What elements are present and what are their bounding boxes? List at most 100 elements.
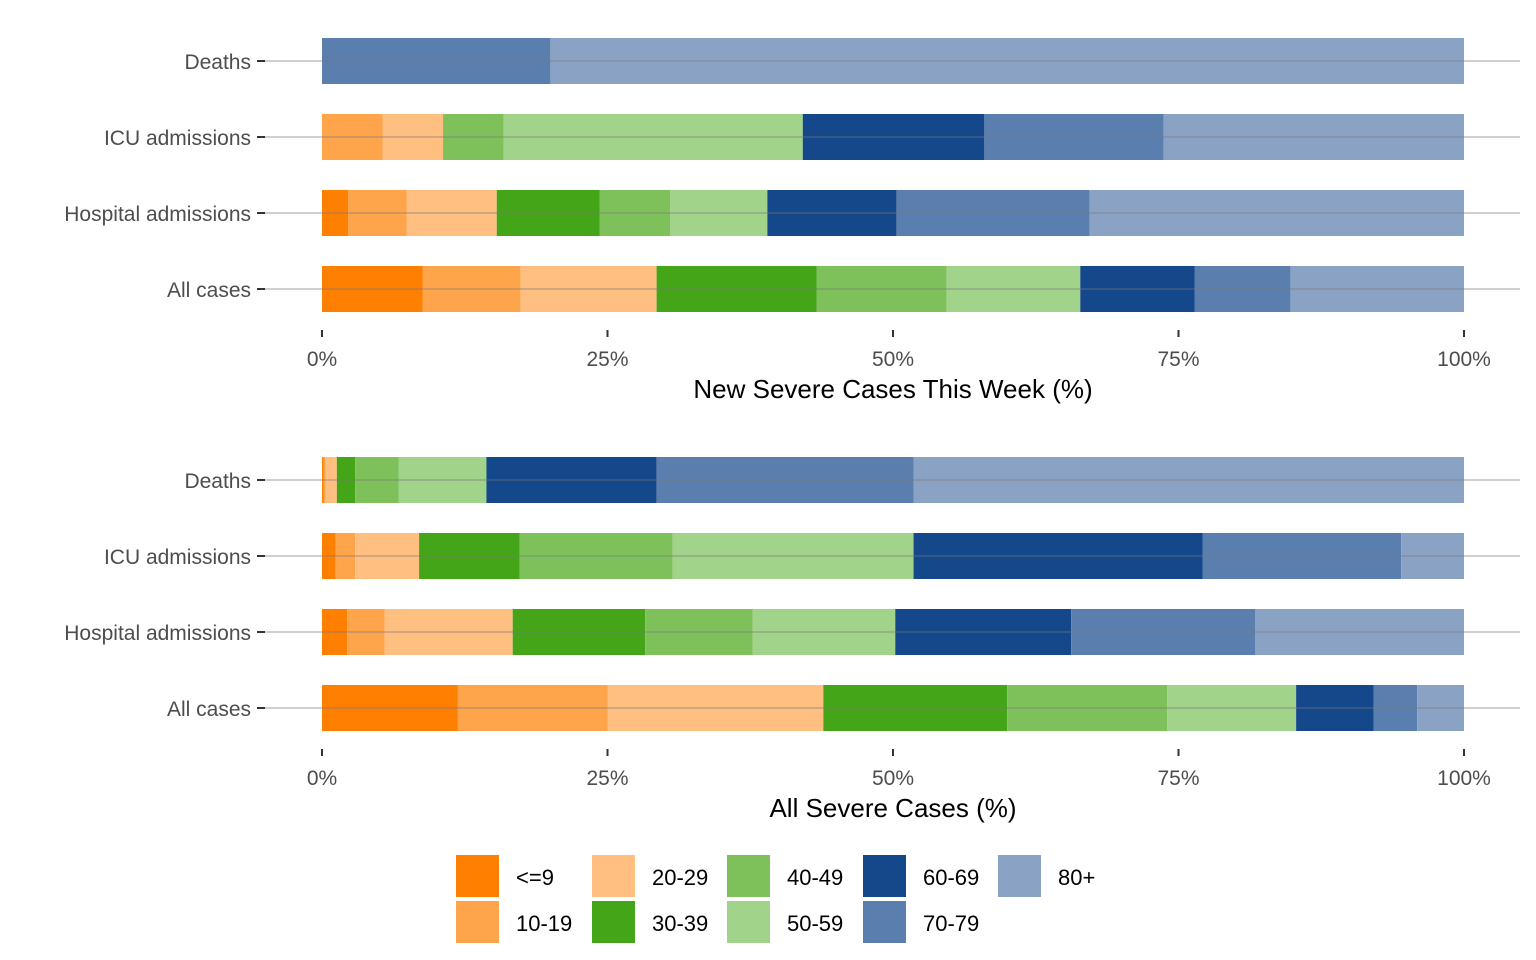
legend: <=9 10-19 20-29 30-39 40-49 50-59 60-69 70-79 80… — [456, 855, 1095, 943]
legend-item: 70-79 — [863, 901, 979, 943]
legend-label: 60-69 — [923, 865, 979, 890]
legend-item: <=9 — [456, 855, 554, 897]
bar-segment-2029 — [382, 114, 444, 160]
legend-label: 50-59 — [787, 911, 843, 936]
x-tick-label: 75% — [1157, 767, 1199, 790]
category-label: Deaths — [184, 470, 251, 493]
x-tick-label: 0% — [307, 767, 337, 790]
bar-segment-9 — [322, 685, 458, 731]
bar-segment-5059 — [1167, 685, 1297, 731]
bar-segment-1019 — [322, 114, 383, 160]
legend-label: 20-29 — [652, 865, 708, 890]
bar-segment-7079 — [322, 38, 551, 84]
category-label: All cases — [167, 279, 251, 302]
x-tick-label: 50% — [872, 767, 914, 790]
bar-segment-7079 — [984, 114, 1164, 160]
bar-segment-6069 — [486, 457, 657, 503]
legend-swatch — [727, 901, 770, 943]
bar-segment-6069 — [1080, 266, 1195, 312]
bar-segment-5059 — [946, 266, 1081, 312]
panel-1: All cases Hospital admissions ICU admissio… — [64, 38, 1520, 404]
bar-segment-7079 — [1202, 533, 1402, 579]
bar-segment-6069 — [1296, 685, 1374, 731]
bar-segment-6069 — [913, 533, 1203, 579]
bar-segment-1019 — [422, 266, 521, 312]
legend-label: <=9 — [516, 865, 554, 890]
bar-segment-80+ — [1163, 114, 1464, 160]
legend-swatch — [456, 901, 499, 943]
bar-segment-80+ — [550, 38, 1464, 84]
bar-segment-4049 — [1007, 685, 1168, 731]
legend-label: 40-49 — [787, 865, 843, 890]
bar-segment-3039 — [496, 190, 600, 236]
bar-segment-80+ — [1290, 266, 1464, 312]
bar-segment-3039 — [823, 685, 1008, 731]
bar-segment-3039 — [336, 457, 356, 503]
legend-label: 10-19 — [516, 911, 572, 936]
bar-segment-80+ — [1089, 190, 1464, 236]
bar-segment-7079 — [896, 190, 1090, 236]
panel-2: All cases Hospital admissions ICU admissio… — [64, 457, 1520, 823]
bar-segment-4049 — [355, 457, 399, 503]
bar-segment-80+ — [1401, 533, 1464, 579]
bar-segment-5059 — [670, 190, 768, 236]
bar-segment-80+ — [913, 457, 1464, 503]
bar-segment-7079 — [1194, 266, 1291, 312]
bar-segment-2029 — [520, 266, 657, 312]
legend-item: 60-69 — [863, 855, 979, 897]
bar-segment-5059 — [503, 114, 803, 160]
bar-segment-5059 — [398, 457, 487, 503]
legend-swatch — [998, 855, 1041, 897]
bar-segment-1019 — [335, 533, 356, 579]
x-tick-label: 100% — [1437, 767, 1491, 790]
legend-swatch — [863, 855, 906, 897]
bar-segment-7079 — [1373, 685, 1418, 731]
category-label: ICU admissions — [104, 127, 251, 150]
legend-label: 80+ — [1058, 865, 1095, 890]
legend-item: 30-39 — [592, 901, 708, 943]
bar-segment-1019 — [457, 685, 608, 731]
legend-item: 20-29 — [592, 855, 708, 897]
legend-item: 10-19 — [456, 901, 572, 943]
x-tick-label: 25% — [586, 348, 628, 371]
bar-segment-9 — [322, 609, 348, 655]
legend-swatch — [863, 901, 906, 943]
legend-item: 40-49 — [727, 855, 843, 897]
legend-swatch — [592, 855, 635, 897]
bar-segment-6069 — [895, 609, 1072, 655]
bar-segment-4049 — [816, 266, 947, 312]
bar-segment-2029 — [384, 609, 513, 655]
category-label: Hospital admissions — [64, 622, 251, 645]
bar-segment-80+ — [1417, 685, 1464, 731]
bar-segment-1019 — [347, 609, 385, 655]
bar-segment-4049 — [443, 114, 504, 160]
bar-segment-4049 — [645, 609, 753, 655]
category-label: Deaths — [184, 51, 251, 74]
x-tick-label: 75% — [1157, 348, 1199, 371]
bar-segment-5059 — [752, 609, 896, 655]
bar-segment-7079 — [1071, 609, 1256, 655]
bar-segment-5059 — [672, 533, 914, 579]
bar-segment-80+ — [1255, 609, 1464, 655]
bar-segment-9 — [322, 190, 349, 236]
bar-segment-2029 — [355, 533, 420, 579]
x-tick-label: 100% — [1437, 348, 1491, 371]
x-tick-label: 25% — [586, 767, 628, 790]
bar-segment-9 — [322, 457, 324, 503]
legend-label: 70-79 — [923, 911, 979, 936]
bar-segment-2029 — [406, 190, 497, 236]
bar-segment-3039 — [512, 609, 646, 655]
bar-segment-3039 — [419, 533, 520, 579]
category-label: ICU admissions — [104, 546, 251, 569]
bar-segment-1019 — [348, 190, 407, 236]
bar-segment-4049 — [599, 190, 671, 236]
bar-segment-2029 — [607, 685, 824, 731]
x-axis-title: New Severe Cases This Week (%) — [693, 374, 1092, 404]
bar-segment-1019 — [323, 457, 326, 503]
x-axis-title: All Severe Cases (%) — [769, 793, 1016, 823]
bar-segment-6069 — [802, 114, 985, 160]
legend-swatch — [592, 901, 635, 943]
bar-segment-4049 — [519, 533, 673, 579]
legend-swatch — [727, 855, 770, 897]
